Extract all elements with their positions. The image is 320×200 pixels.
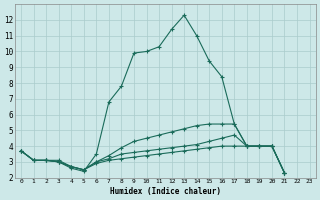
X-axis label: Humidex (Indice chaleur): Humidex (Indice chaleur) <box>110 187 221 196</box>
